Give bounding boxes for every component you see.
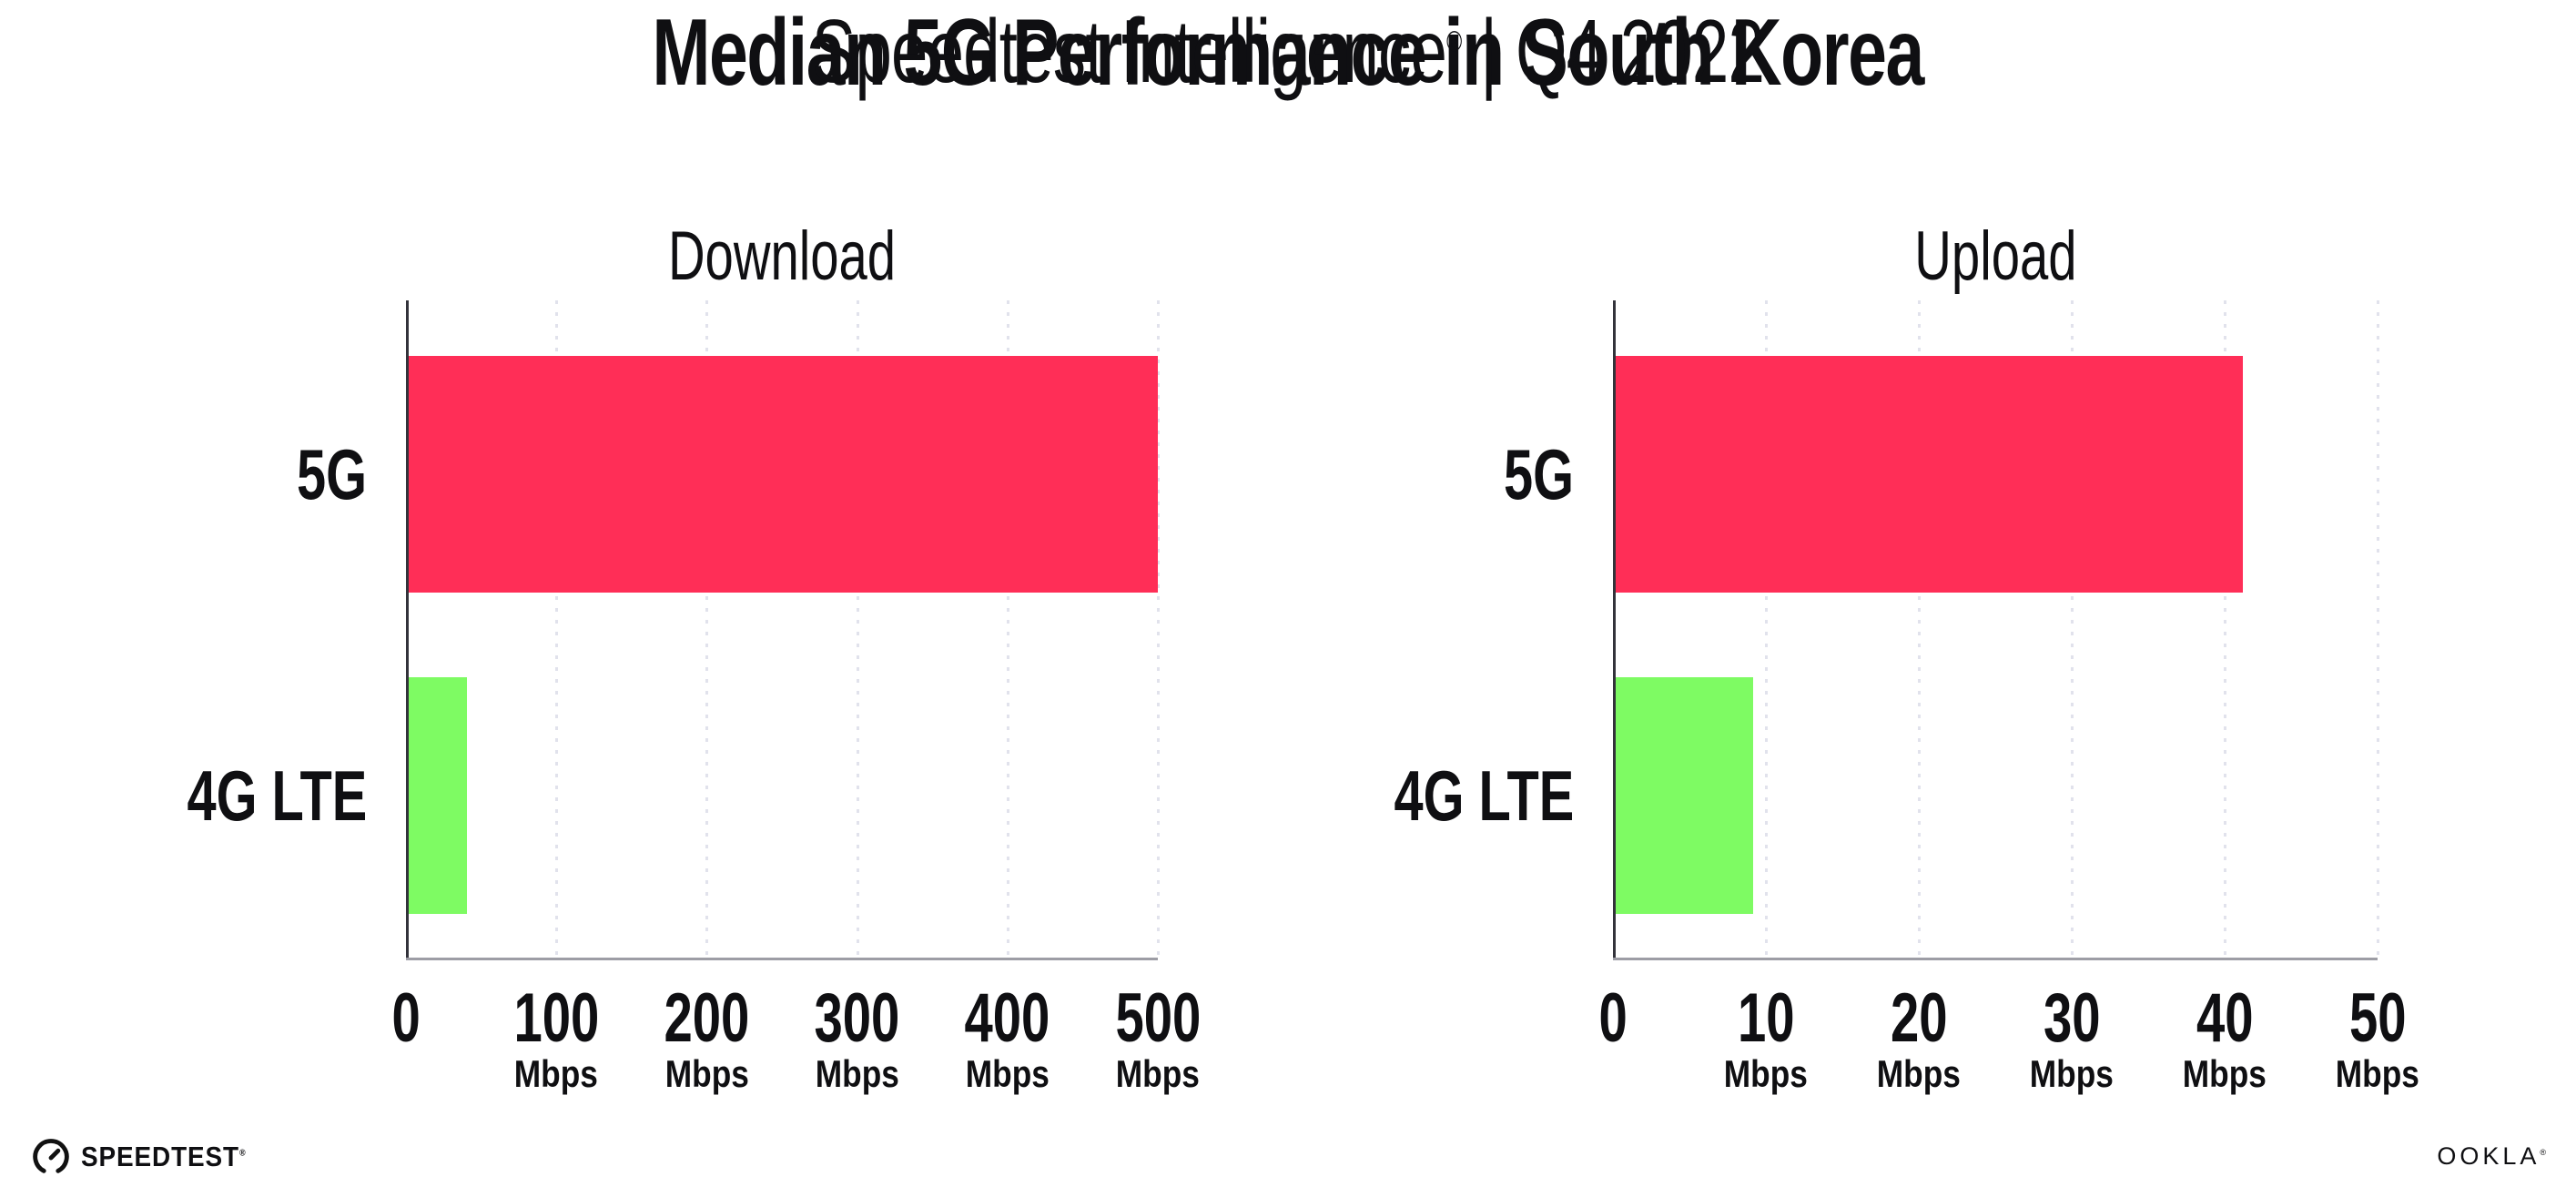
tick-unit-100: Mbps [514, 1052, 599, 1095]
tick-label-30: 30 [2043, 979, 2101, 1057]
bar-5g [1616, 356, 2243, 593]
x-axis-line [406, 958, 1158, 960]
bar-4g-lte [409, 677, 467, 914]
page-title-text: Median 5G Performance in South Korea [652, 0, 1925, 106]
gridline-100 [555, 300, 559, 958]
gridline-500 [1157, 300, 1160, 958]
page-title: Median 5G Performance in South Korea [0, 0, 2576, 106]
gridline-40 [2224, 300, 2226, 958]
page-subtitle-text: Speedtest Intelligence® | Q4 2022 [811, 0, 1765, 102]
y-axis-line [1613, 300, 1616, 958]
tick-label-0: 0 [391, 979, 421, 1057]
tick-unit-500: Mbps [1115, 1052, 1201, 1095]
category-label-4g-lte: 4G LTE [187, 756, 367, 836]
tick-label-200: 200 [664, 979, 750, 1057]
gridline-10 [1765, 300, 1768, 958]
category-label-5g: 5G [296, 434, 367, 514]
gridline-30 [2071, 300, 2074, 958]
ookla-registered-icon: ® [2540, 1147, 2546, 1157]
gridline-20 [1918, 300, 1921, 958]
tick-unit-10: Mbps [1723, 1052, 1809, 1095]
gridline-300 [856, 300, 859, 958]
tick-unit-20: Mbps [1876, 1052, 1962, 1095]
gridline-400 [1006, 300, 1009, 958]
bar-5g [409, 356, 1158, 593]
tick-label-400: 400 [964, 979, 1050, 1057]
tick-label-0: 0 [1598, 979, 1628, 1057]
tick-label-10: 10 [1737, 979, 1795, 1057]
tick-unit-400: Mbps [965, 1052, 1050, 1095]
gridline-50 [2377, 300, 2379, 958]
bar-4g-lte [1616, 677, 1753, 914]
tick-label-100: 100 [513, 979, 600, 1057]
x-axis-line [1613, 958, 2378, 960]
speedtest-logo: SPEEDTEST® [32, 1138, 265, 1176]
tick-label-500: 500 [1115, 979, 1201, 1057]
tick-unit-30: Mbps [2029, 1052, 2115, 1095]
subtitle-brand: Speedtest Intelligence [811, 1, 1447, 101]
tick-unit-300: Mbps [815, 1052, 899, 1095]
tick-unit-200: Mbps [664, 1052, 749, 1095]
page-subtitle: Speedtest Intelligence® | Q4 2022 [0, 0, 2576, 102]
ookla-logo-text: OOKLA® [2437, 1142, 2546, 1171]
tick-label-40: 40 [2196, 979, 2254, 1057]
speedtest-registered-icon: ® [238, 1148, 247, 1159]
category-label-5g: 5G [1503, 434, 1574, 514]
chart-title: Download [667, 218, 897, 295]
registered-mark-icon: ® [1446, 25, 1462, 58]
tick-unit-40: Mbps [2182, 1052, 2267, 1095]
speedtest-wordmark: SPEEDTEST [81, 1141, 239, 1172]
tick-label-300: 300 [814, 979, 900, 1057]
chart-title: Upload [1913, 218, 2077, 295]
ookla-logo: OOKLA® [2437, 1140, 2546, 1172]
gridline-200 [705, 300, 709, 958]
tick-label-20: 20 [1890, 979, 1948, 1057]
y-axis-line [406, 300, 409, 958]
category-label-4g-lte: 4G LTE [1394, 756, 1574, 836]
speedtest-logo-text: SPEEDTEST® [81, 1141, 247, 1173]
subtitle-separator: | [1480, 1, 1497, 101]
tick-unit-50: Mbps [2335, 1052, 2420, 1095]
subtitle-period: Q4 2022 [1516, 1, 1765, 101]
tick-label-50: 50 [2348, 979, 2407, 1057]
speedtest-gauge-icon [33, 1139, 69, 1173]
ookla-wordmark: OOKLA [2437, 1141, 2541, 1170]
